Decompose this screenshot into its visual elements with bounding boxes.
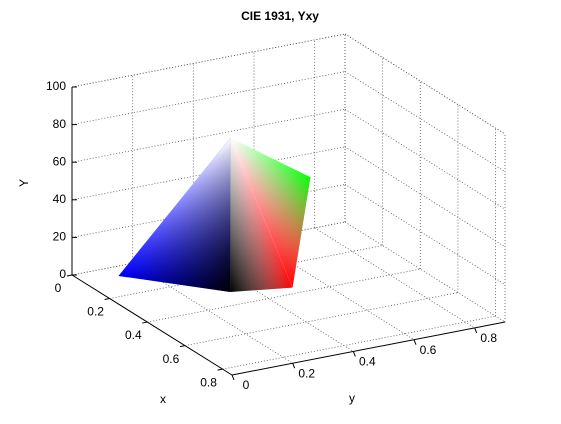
z-tick-label: 20 xyxy=(53,230,67,244)
grid-line xyxy=(147,268,421,323)
y-tick xyxy=(413,339,417,345)
y-tick xyxy=(474,327,478,334)
grid-line xyxy=(222,315,496,370)
z-tick-label: 40 xyxy=(53,192,67,206)
x-tick xyxy=(217,368,223,371)
box-edge xyxy=(71,33,346,88)
grid-line xyxy=(71,146,346,201)
grid-line xyxy=(109,245,383,299)
x-tick xyxy=(142,321,148,324)
z-tick-label: 60 xyxy=(53,154,67,168)
grid-line xyxy=(71,71,346,125)
chart-title: CIE 1931, Yxy xyxy=(241,9,319,23)
x-tick xyxy=(179,345,186,348)
x-tick-label: 0 xyxy=(55,281,62,295)
y-axis-label: y xyxy=(349,391,355,405)
z-tick-label: 100 xyxy=(46,79,66,93)
y-tick xyxy=(352,351,356,357)
surface-face xyxy=(230,137,311,288)
x-tick-label: 0.8 xyxy=(200,375,217,389)
z-tick-label: 80 xyxy=(53,117,67,131)
y-tick-label: 0.2 xyxy=(298,366,315,380)
surface-face xyxy=(118,137,231,293)
y-axis xyxy=(231,321,506,376)
x-tick xyxy=(104,298,110,301)
x-axis-label: x xyxy=(160,392,166,406)
y-tick-label: 0.6 xyxy=(420,343,437,357)
grid-line xyxy=(71,108,346,163)
z-axis-label: Y xyxy=(17,179,31,187)
x-tick-label: 0.6 xyxy=(163,352,180,366)
x-axis xyxy=(71,274,233,376)
y-tick-label: 0 xyxy=(243,378,250,392)
x-tick xyxy=(66,274,73,277)
x-tick-label: 0.2 xyxy=(87,305,104,319)
surface-face xyxy=(230,137,293,293)
y-tick xyxy=(292,363,296,369)
z-tick-label: 0 xyxy=(59,267,66,281)
x-tick-label: 0.4 xyxy=(125,328,142,342)
grid-line xyxy=(184,292,459,346)
y-tick-label: 0.8 xyxy=(480,331,497,345)
y-tick-label: 0.4 xyxy=(359,355,376,369)
y-tick xyxy=(231,374,235,381)
